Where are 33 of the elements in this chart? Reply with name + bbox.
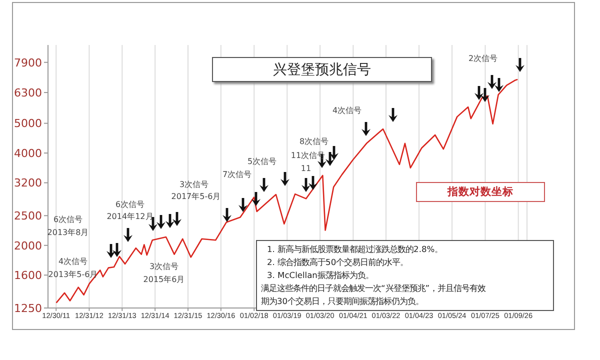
annotation: 满足这些条件的日子就会触发一次“兴登堡预兆”，并且信号有效: [261, 282, 487, 295]
annotation: 2次信号: [468, 54, 498, 63]
annotation: 期为30个交易日，只要期间振荡指标仍为负。: [261, 295, 425, 308]
y-tick-label: 6300: [14, 86, 42, 100]
annotation: 1. 新高与新低股票数量都超过涨跌总数的2.8%。: [266, 243, 444, 256]
y-tick-label: 3200: [14, 176, 42, 190]
annotation: 2013年8月: [47, 228, 89, 237]
annotation: 3次信号: [149, 262, 179, 271]
annotation: 6次信号: [53, 215, 83, 224]
annotation: 6次信号: [115, 200, 145, 209]
y-tick-label: 1250: [14, 302, 42, 315]
annotation: 3. McClellan振荡指标为负。: [266, 269, 374, 282]
annotation: 2. 综合指数高于50个交易日前的水平。: [266, 256, 410, 269]
title-box: 兴登堡预兆信号: [212, 57, 432, 82]
caption-box: 指数对数坐标: [416, 182, 545, 202]
y-tick-label: 2500: [14, 210, 42, 223]
annotation: 2017年5-6月: [171, 192, 221, 201]
annotation: 2014年12月: [106, 212, 154, 221]
y-tick-label: 1600: [14, 269, 42, 282]
y-tick-label: 7900: [14, 56, 42, 70]
annotation: 7次信号: [222, 170, 252, 179]
y-tick-label: 5000: [14, 117, 42, 130]
annotation: 2015年6月: [143, 275, 185, 284]
annotation: 2013年5-6月: [48, 270, 98, 279]
annotation: 3次信号: [179, 180, 209, 189]
annotation: 4次信号: [332, 106, 362, 115]
y-tick-label: 4000: [14, 146, 42, 160]
annotation: 11: [300, 164, 312, 173]
annotation: 5次信号: [247, 157, 277, 166]
annotation: 8次信号: [299, 137, 329, 146]
annotation: 4次信号: [58, 257, 88, 266]
annotation: 11次信号: [290, 151, 326, 160]
y-tick-label: 2000: [14, 239, 42, 252]
